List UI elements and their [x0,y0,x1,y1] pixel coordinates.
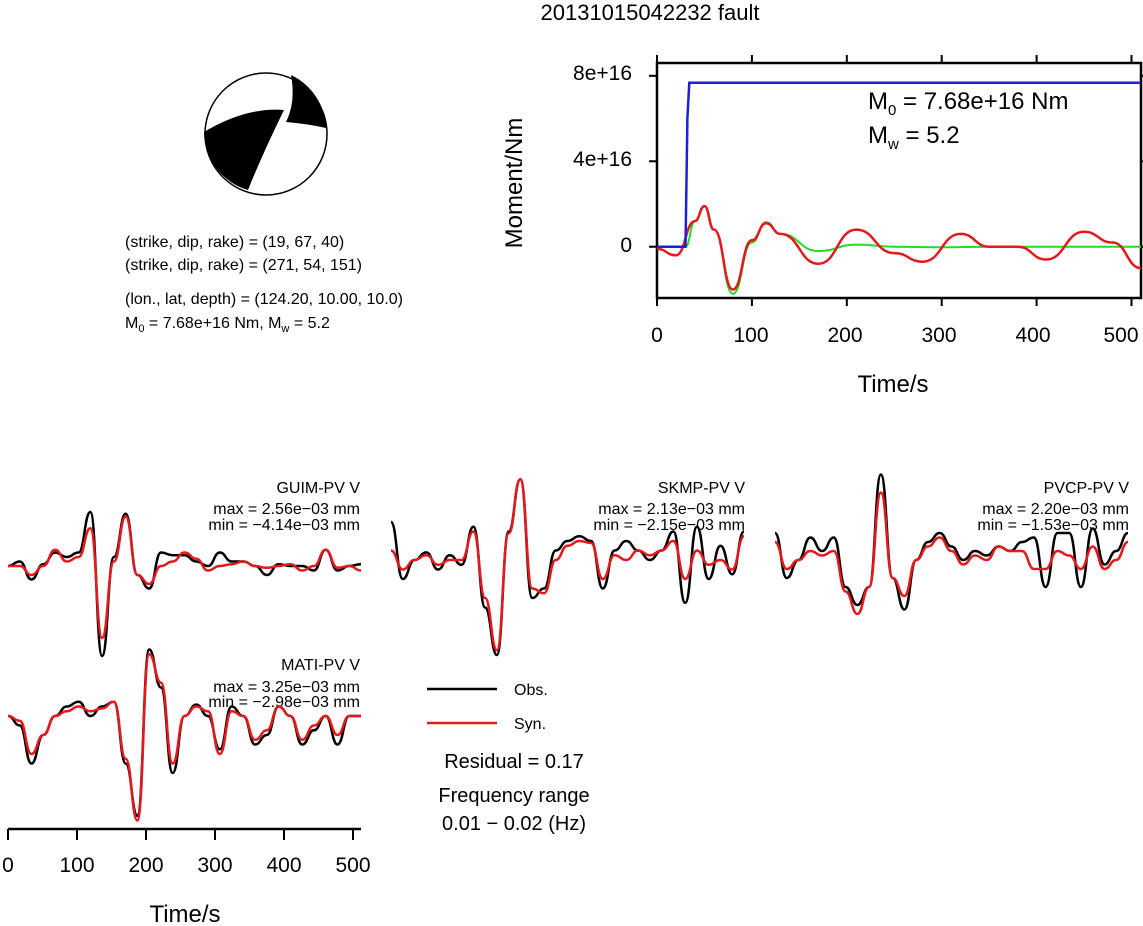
legend-syn-label: Syn. [514,716,546,733]
moment-xtick-200: 200 [827,324,862,347]
wf-xtick-500: 500 [335,854,370,877]
station-pvcp: PVCP-PV V max = 2.20e−03 mm min = −1.53e… [773,473,1130,616]
moment-ylabel: Moment/Nm [501,118,528,249]
legend-obs-label: Obs. [514,682,548,699]
nodal-plane-1: (strike, dip, rake) = (19, 67, 40) [125,234,344,251]
station-name: PVCP-PV V [1044,480,1130,497]
moment-ytick-8e16: 8e+16 [573,62,632,85]
moment-ytick-0: 0 [620,234,632,257]
frequency-value: 0.01 − 0.02 (Hz) [442,813,586,835]
syn-trace [774,491,1129,616]
syn-trace [7,515,362,640]
wf-xtick-300: 300 [197,854,232,877]
station-max: max = 3.25e−03 mm [213,679,360,696]
moment-xtick-300: 300 [921,324,956,347]
syn-moment-line [656,204,1142,291]
station-mati: MATI-PV V max = 3.25e−03 mm min = −2.98e… [7,648,361,822]
station-max: max = 2.56e−03 mm [213,501,360,518]
moment-plot-frame [655,61,1143,300]
station-min: min = −1.53e−03 mm [977,517,1129,534]
wf-xtick-200: 200 [128,854,163,877]
source-parameters: (strike, dip, rake) = (19, 67, 40) (stri… [125,234,403,335]
focal-mechanism-beachball [204,72,328,196]
moment-xtick-0: 0 [651,324,663,347]
station-min: min = −4.14e−03 mm [208,517,360,534]
moment-m0-annotation: M0 = 7.68e+16 Nm [868,88,1068,119]
moment-xlabel: Time/s [857,371,928,398]
moment-xtick-500: 500 [1103,324,1138,347]
station-name: MATI-PV V [281,657,360,674]
station-max: max = 2.13e−03 mm [598,501,745,518]
station-min: min = −2.15e−03 mm [593,517,745,534]
station-name: GUIM-PV V [276,480,360,497]
syn-trace [7,653,361,822]
station-skmp: SKMP-PV V max = 2.13e−03 mm min = −2.15e… [389,478,746,657]
waveform-axis-ticks [7,829,354,840]
nodal-plane-2: (strike, dip, rake) = (271, 54, 151) [125,257,362,274]
hypocenter-text: (lon., lat, depth) = (124.20, 10.00, 10.… [125,291,403,308]
moment-xtick-400: 400 [1015,324,1050,347]
moment-xtick-100: 100 [733,324,768,347]
station-min: min = −2.98e−03 mm [208,694,360,711]
wf-xtick-0: 0 [2,854,14,877]
moment-ytick-4e16: 4e+16 [573,148,632,171]
syn-trace [390,478,745,652]
wf-xlabel: Time/s [149,901,220,926]
cumulative-moment-line [657,81,1141,248]
obs-trace [773,473,1129,611]
wf-xtick-400: 400 [266,854,301,877]
legend: Obs. Syn. Residual = 0.17 Frequency rang… [427,682,590,835]
wf-xtick-100: 100 [59,854,94,877]
moment-mw-annotation: Mw = 5.2 [868,122,960,153]
frequency-label: Frequency range [438,785,589,807]
residual-text: Residual = 0.17 [444,751,584,773]
station-name: SKMP-PV V [658,480,745,497]
waveform-time-axis: 0 100 200 300 400 500 Time/s [2,827,371,926]
stf-line [657,205,1141,295]
station-max: max = 2.20e−03 mm [982,501,1129,518]
magnitude-text: M0 = 7.68e+16 Nm, Mw = 5.2 [125,315,330,335]
moment-axis-ticks [649,55,1143,306]
obs-trace [389,478,746,657]
figure-title: 20131015042232 fault [541,0,760,25]
moment-plot: 8e+16 4e+16 0 0 100 200 300 400 500 Time… [501,55,1143,398]
station-guim: GUIM-PV V max = 2.56e−03 mm min = −4.14e… [7,480,362,658]
